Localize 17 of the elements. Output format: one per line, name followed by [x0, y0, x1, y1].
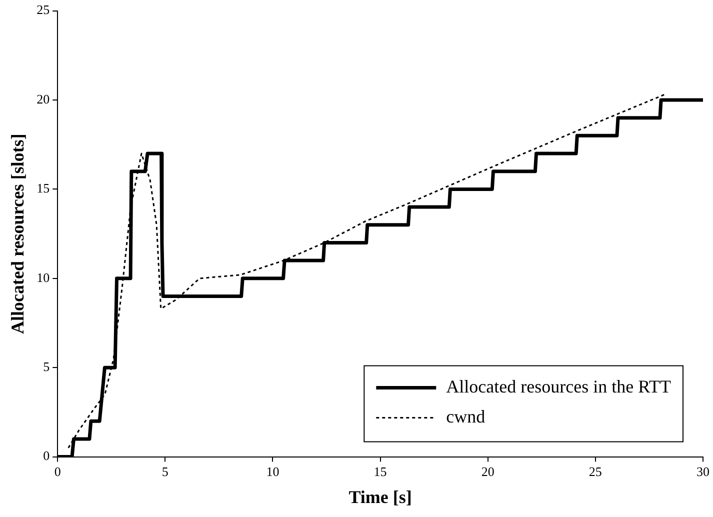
y-tick-label: 20: [36, 91, 50, 106]
y-tick-label: 0: [43, 448, 50, 464]
x-tick-label: 30: [696, 464, 710, 480]
x-tick-label: 20: [481, 464, 494, 480]
legend-label: cwnd: [446, 406, 486, 427]
x-tick-label: 10: [266, 464, 280, 480]
y-tick-label: 10: [36, 270, 50, 285]
y-axis-title: Allocated resources [slots]: [7, 134, 28, 334]
legend-label: Allocated resources in the RTT: [446, 376, 672, 397]
x-tick-label: 5: [162, 464, 168, 480]
x-tick-label: 25: [588, 464, 602, 480]
x-tick-label: 15: [374, 464, 387, 480]
y-tick-label: 15: [36, 180, 50, 196]
y-tick-label: 25: [36, 2, 50, 18]
x-tick-label: 0: [54, 464, 61, 480]
y-tick-label: 5: [43, 359, 50, 374]
x-axis-title: Time [s]: [348, 486, 412, 507]
